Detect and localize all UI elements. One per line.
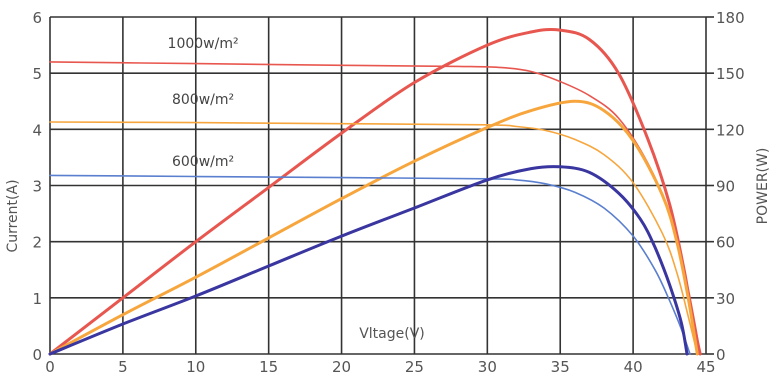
y-right-tick-label-180: 180 [716,9,745,27]
y-left-tick-label-1: 1 [32,290,42,308]
x-tick-label-10: 10 [186,358,205,376]
x-tick-label-15: 15 [259,358,278,376]
y-left-tick-label-3: 3 [32,178,42,196]
current-curve-4 [49,174,691,355]
y-right-tick-label-150: 150 [716,65,745,83]
x-axis-title: Vltage(V) [359,326,425,342]
x-tick-label-0: 0 [45,358,55,376]
series-lines [48,28,702,356]
axis-labels: Vltage(V) Current(A) POWER(W) [5,148,771,342]
axes [706,16,714,355]
y-left-tick-label-2: 2 [32,234,42,252]
x-tick-label-20: 20 [332,358,351,376]
y-right-tick-label-30: 30 [716,290,735,308]
y-left-tick-label-6: 6 [32,9,42,27]
grid [49,16,707,355]
tick-labels: 0 5 10 15 20 25 30 35 40 450123456030609012015018… [32,9,744,376]
y-left-tick-label-4: 4 [32,121,42,139]
x-tick-label-5: 5 [118,358,128,376]
current-curve-2 [49,121,699,355]
x-tick-label-25: 25 [405,358,424,376]
irradiance-label-2: 600w/m² [172,154,234,170]
y-right-tick-label-0: 0 [716,346,726,364]
irradiance-label-0: 1000w/m² [168,36,239,52]
irradiance-label-1: 800w/m² [172,92,234,108]
y-right-tick-label-90: 90 [716,178,735,196]
power-curve-3 [48,99,699,356]
irradiance-labels: 1000w/m² 800w/m² 600w/m² [168,36,239,170]
power-curve-1 [48,28,702,356]
y-right-tick-label-120: 120 [716,121,745,139]
x-tick-label-40: 40 [624,358,643,376]
y-right-axis-title: POWER(W) [755,148,771,225]
power-curve-5 [48,165,689,356]
y-left-tick-label-5: 5 [32,65,42,83]
x-tick-label-35: 35 [551,358,570,376]
x-tick-label-30: 30 [478,358,497,376]
y-right-tick-label-60: 60 [716,234,735,252]
y-left-axis-title: Current(A) [5,179,21,252]
y-left-tick-label-0: 0 [32,346,42,364]
x-tick-label-45: 45 [696,358,715,376]
